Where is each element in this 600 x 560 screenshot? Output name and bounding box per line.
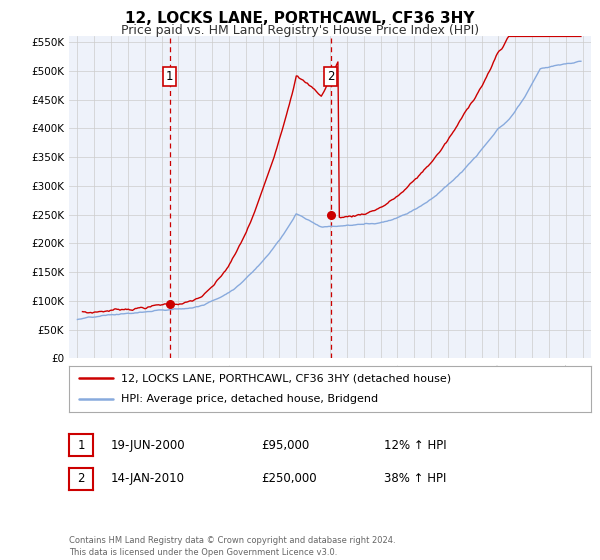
- Text: Contains HM Land Registry data © Crown copyright and database right 2024.
This d: Contains HM Land Registry data © Crown c…: [69, 536, 395, 557]
- Text: 1: 1: [77, 438, 85, 452]
- Text: 12% ↑ HPI: 12% ↑ HPI: [384, 438, 446, 452]
- Text: 2: 2: [327, 70, 334, 83]
- Text: £95,000: £95,000: [261, 438, 309, 452]
- Text: 38% ↑ HPI: 38% ↑ HPI: [384, 472, 446, 486]
- Text: Price paid vs. HM Land Registry's House Price Index (HPI): Price paid vs. HM Land Registry's House …: [121, 24, 479, 36]
- Text: £250,000: £250,000: [261, 472, 317, 486]
- Text: 12, LOCKS LANE, PORTHCAWL, CF36 3HY (detached house): 12, LOCKS LANE, PORTHCAWL, CF36 3HY (det…: [121, 373, 451, 383]
- Text: HPI: Average price, detached house, Bridgend: HPI: Average price, detached house, Brid…: [121, 394, 379, 404]
- Text: 12, LOCKS LANE, PORTHCAWL, CF36 3HY: 12, LOCKS LANE, PORTHCAWL, CF36 3HY: [125, 11, 475, 26]
- Text: 1: 1: [166, 70, 173, 83]
- Text: 19-JUN-2000: 19-JUN-2000: [111, 438, 185, 452]
- Text: 14-JAN-2010: 14-JAN-2010: [111, 472, 185, 486]
- Text: 2: 2: [77, 472, 85, 486]
